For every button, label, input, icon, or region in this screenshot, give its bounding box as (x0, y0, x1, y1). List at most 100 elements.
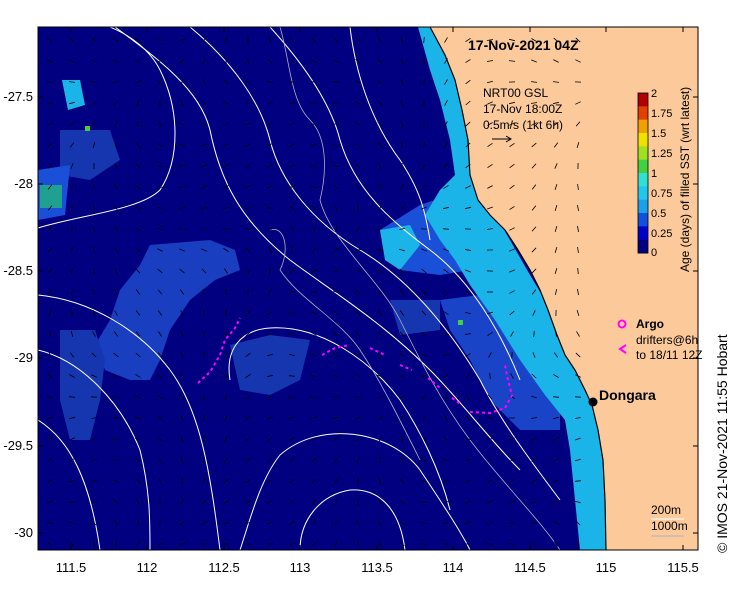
x-tick-label: 113.5 (361, 560, 393, 575)
drifter-legend-line-2: to 18/11 12Z (636, 348, 703, 362)
current-vector (178, 207, 186, 209)
current-vector (532, 310, 536, 316)
current-vector (399, 541, 405, 547)
colorbar-segment (638, 159, 648, 174)
current-vector (575, 437, 581, 441)
current-vector (487, 163, 493, 169)
current-vector (444, 415, 448, 421)
current-vector (311, 59, 317, 63)
current-vector (244, 227, 252, 231)
current-vector (179, 248, 185, 252)
current-vector (93, 267, 95, 275)
current-vector (311, 353, 317, 357)
current-vector (180, 415, 184, 421)
current-vector (442, 501, 450, 503)
current-vector (421, 542, 427, 546)
current-vector (489, 372, 491, 380)
current-vector (135, 268, 141, 274)
current-vector (46, 102, 54, 104)
current-vector (509, 227, 515, 231)
current-vector (267, 457, 273, 463)
current-vector (357, 204, 359, 212)
current-vector (400, 36, 404, 44)
current-vector (487, 206, 493, 210)
current-vector (180, 394, 184, 400)
current-vector (465, 185, 471, 189)
current-vector (421, 457, 427, 463)
current-vector (531, 373, 537, 379)
current-vector (577, 288, 579, 296)
current-vector (377, 100, 383, 106)
current-vector (245, 80, 251, 84)
current-vector (203, 456, 205, 464)
colorbar-tick: 0.75 (651, 188, 672, 200)
colorbar-tick: 0 (651, 247, 657, 259)
current-vector (93, 541, 95, 547)
current-vector (201, 164, 207, 168)
current-vector (47, 142, 53, 148)
current-vector (157, 289, 163, 295)
current-vector (466, 393, 470, 401)
colorbar-segment (638, 93, 648, 107)
current-vector (222, 543, 230, 545)
place-dongara: Dongara (588, 387, 656, 407)
current-vector (423, 142, 425, 148)
current-vector (399, 521, 405, 525)
current-vector (553, 374, 559, 378)
current-vector (355, 143, 361, 147)
current-vector (465, 142, 471, 148)
current-vector (377, 121, 383, 127)
current-vector (443, 289, 449, 295)
current-vector (574, 480, 582, 482)
current-vector (554, 183, 558, 191)
current-vector (266, 332, 274, 336)
current-vector (400, 58, 404, 64)
current-vector (444, 37, 448, 43)
current-vector (202, 58, 206, 64)
current-vector (266, 80, 274, 84)
current-vector (421, 331, 427, 337)
current-vector (91, 101, 97, 105)
current-vector (377, 79, 383, 85)
current-vector (355, 416, 361, 420)
current-vector (554, 289, 558, 295)
current-vector (135, 80, 141, 84)
current-vector (289, 437, 295, 441)
current-vector (47, 122, 53, 126)
current-vector (245, 373, 251, 379)
current-vector (289, 268, 295, 274)
current-vector (420, 501, 428, 503)
current-vector (399, 499, 405, 505)
current-vector (530, 81, 538, 83)
current-vector (443, 206, 449, 210)
current-vector (201, 37, 207, 43)
current-vector (531, 122, 537, 126)
current-vector (356, 457, 360, 463)
current-vector (157, 59, 163, 63)
current-vector (487, 458, 493, 462)
current-vector (70, 331, 74, 337)
current-vector (245, 478, 251, 484)
current-vector (575, 121, 581, 127)
current-vector (464, 333, 472, 335)
colorbar-segment (638, 226, 648, 241)
teal-patch (40, 185, 62, 208)
current-vector (156, 207, 164, 209)
current-vector (443, 268, 449, 274)
current-vector (334, 225, 338, 233)
current-vector (376, 249, 384, 251)
current-vector (509, 437, 515, 441)
colorbar-segment (638, 186, 648, 201)
current-vector (289, 290, 295, 294)
current-vector (577, 205, 579, 211)
y-tick-label: -30 (14, 525, 33, 540)
current-vector (92, 141, 96, 149)
current-vector (49, 330, 51, 338)
current-vector (443, 311, 449, 315)
current-vector (245, 122, 251, 126)
current-vector (112, 59, 120, 63)
current-vector (356, 184, 360, 190)
current-vector (400, 457, 404, 463)
current-vector (531, 226, 537, 232)
current-vector (444, 142, 448, 148)
